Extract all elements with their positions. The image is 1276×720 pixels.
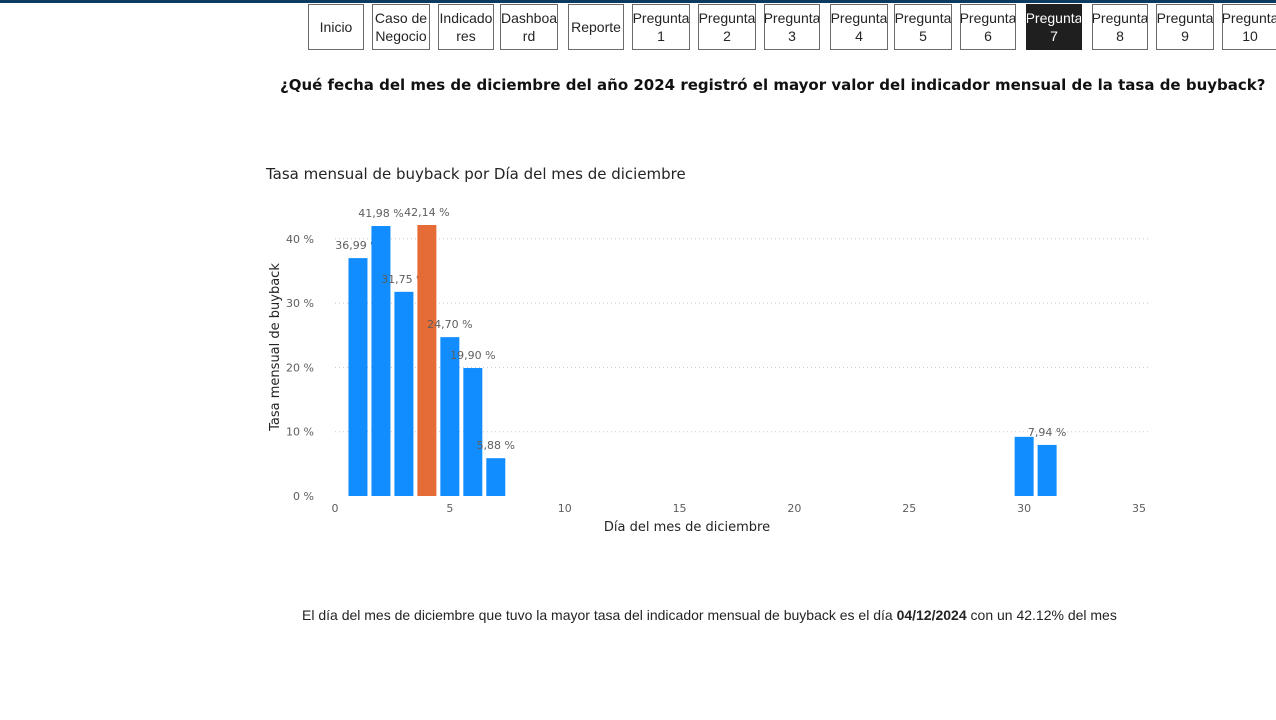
x-axis-title: Día del mes de diciembre — [604, 520, 770, 535]
x-tick-label: 35 — [1132, 502, 1146, 515]
answer-suffix: con un 42.12% del mes — [966, 607, 1117, 623]
bar — [417, 225, 437, 496]
bar — [440, 337, 460, 496]
nav-button-6[interactable]: Pregunta 1 — [632, 4, 690, 50]
x-tick-label: 15 — [673, 502, 687, 515]
x-tick-label: 20 — [787, 502, 801, 515]
data-label: 7,94 % — [1028, 426, 1066, 439]
y-tick-label: 40 % — [286, 233, 314, 246]
data-label: 31,75 % — [381, 273, 426, 286]
nav-button-5[interactable]: Reporte — [568, 4, 624, 50]
top-accent-line — [0, 0, 1276, 3]
bar — [1014, 436, 1034, 496]
nav-button-11[interactable]: Pregunta 6 — [960, 4, 1016, 50]
nav-button-15[interactable]: Pregunta 10 — [1222, 4, 1276, 50]
y-axis-title: Tasa mensual de buyback — [268, 263, 283, 432]
chart-title: Tasa mensual de buyback por Día del mes … — [266, 165, 686, 183]
answer-text: El día del mes de diciembre que tuvo la … — [302, 607, 1117, 623]
nav-button-2[interactable]: Caso de Negocio — [372, 4, 430, 50]
nav-button-4[interactable]: Dashboa rd — [500, 4, 558, 50]
y-tick-label: 30 % — [286, 297, 314, 310]
data-label: 41,98 % — [358, 207, 403, 220]
nav-button-10[interactable]: Pregunta 5 — [894, 4, 952, 50]
y-tick-label: 0 % — [293, 490, 314, 503]
bar — [371, 226, 391, 497]
nav-button-13[interactable]: Pregunta 8 — [1092, 4, 1148, 50]
bar — [486, 458, 506, 496]
x-tick-label: 30 — [1017, 502, 1031, 515]
x-tick-label: 5 — [446, 502, 453, 515]
nav-button-12[interactable]: Pregunta 7 — [1026, 4, 1082, 50]
nav-button-3[interactable]: Indicado res — [438, 4, 494, 50]
nav-button-7[interactable]: Pregunta 2 — [698, 4, 756, 50]
nav-button-9[interactable]: Pregunta 4 — [830, 4, 888, 50]
bar — [1037, 444, 1057, 496]
bar — [463, 368, 483, 496]
y-tick-label: 20 % — [286, 361, 314, 374]
data-label: 24,70 % — [427, 318, 472, 331]
answer-prefix: El día del mes de diciembre que tuvo la … — [302, 607, 897, 623]
x-tick-label: 25 — [902, 502, 916, 515]
bar-chart: 0 % 10 % 20 % 30 % 40 % 0 5 10 15 20 25 30 35 36,99 %… — [268, 206, 1150, 535]
x-tick-label: 10 — [558, 502, 572, 515]
x-tick-label: 0 — [332, 502, 339, 515]
data-label: 5,88 % — [477, 439, 515, 452]
data-label: 19,90 % — [450, 349, 495, 362]
bar — [394, 291, 414, 496]
nav-button-8[interactable]: Pregunta 3 — [764, 4, 820, 50]
data-label: 42,14 % — [404, 206, 449, 219]
y-tick-label: 10 % — [286, 426, 314, 439]
bar — [348, 258, 368, 496]
nav-button-1[interactable]: Inicio — [308, 4, 364, 50]
data-label: 36,99 % — [335, 239, 380, 252]
nav-button-14[interactable]: Pregunta 9 — [1156, 4, 1214, 50]
answer-date: 04/12/2024 — [896, 607, 967, 623]
question-title: ¿Qué fecha del mes de diciembre del año … — [280, 76, 1266, 94]
